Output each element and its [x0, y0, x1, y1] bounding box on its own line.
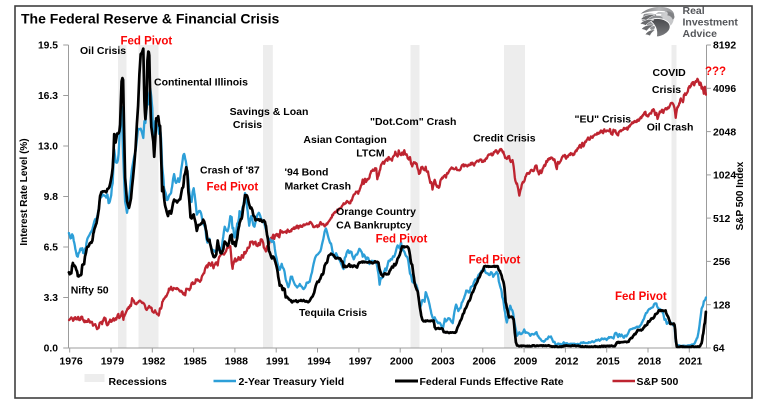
svg-text:1985: 1985: [183, 356, 207, 368]
svg-text:Crisis: Crisis: [652, 84, 681, 96]
svg-text:64: 64: [713, 344, 725, 355]
svg-text:LTCM: LTCM: [356, 148, 385, 160]
svg-text:Fed Pivot: Fed Pivot: [207, 182, 259, 194]
svg-text:1979: 1979: [101, 356, 125, 368]
svg-text:9.8: 9.8: [44, 192, 59, 203]
svg-text:Savings & Loan: Savings & Loan: [230, 106, 309, 118]
svg-text:1982: 1982: [142, 356, 166, 368]
svg-text:Nifty 50: Nifty 50: [71, 285, 109, 297]
svg-text:'94 Bond: '94 Bond: [285, 166, 329, 178]
svg-text:???: ???: [705, 66, 726, 78]
svg-text:3.3: 3.3: [44, 293, 59, 304]
svg-text:Asian Contagion: Asian Contagion: [303, 134, 386, 146]
svg-text:Crisis: Crisis: [233, 119, 262, 131]
svg-text:Fed Pivot: Fed Pivot: [615, 291, 667, 303]
svg-text:The Federal Reserve & Financia: The Federal Reserve & Financial Crisis: [21, 11, 280, 27]
svg-text:Credit Crisis: Credit Crisis: [473, 133, 536, 145]
svg-text:Investment: Investment: [683, 16, 739, 28]
svg-text:2000: 2000: [390, 356, 414, 368]
svg-text:Crash of '87: Crash of '87: [200, 165, 260, 177]
svg-text:Oil Crisis: Oil Crisis: [80, 45, 126, 57]
svg-text:"Dot.Com" Crash: "Dot.Com" Crash: [370, 116, 456, 128]
svg-text:Interest Rate Level (%): Interest Rate Level (%): [19, 138, 30, 245]
svg-text:Fed Pivot: Fed Pivot: [376, 234, 428, 246]
svg-text:Fed Pivot: Fed Pivot: [121, 36, 173, 48]
svg-text:2009: 2009: [514, 356, 538, 368]
svg-text:S&P 500 Index: S&P 500 Index: [735, 161, 746, 230]
svg-text:Market Crash: Market Crash: [285, 181, 352, 193]
svg-text:2006: 2006: [473, 356, 497, 368]
svg-text:1997: 1997: [349, 356, 373, 368]
svg-text:128: 128: [713, 300, 731, 311]
svg-text:1976: 1976: [59, 356, 83, 368]
svg-text:4096: 4096: [713, 84, 736, 95]
svg-text:1994: 1994: [307, 356, 331, 368]
svg-text:Real: Real: [683, 5, 705, 17]
svg-text:COVID: COVID: [653, 67, 687, 79]
svg-text:6.5: 6.5: [44, 243, 59, 254]
svg-text:13.0: 13.0: [38, 142, 58, 153]
svg-text:256: 256: [713, 257, 731, 268]
svg-text:Recessions: Recessions: [109, 376, 168, 388]
svg-text:S&P 500: S&P 500: [637, 376, 679, 388]
svg-text:Advice: Advice: [683, 28, 718, 40]
svg-text:Tequila Crisis: Tequila Crisis: [299, 307, 367, 319]
svg-text:8192: 8192: [713, 41, 736, 52]
svg-text:2012: 2012: [555, 356, 579, 368]
svg-text:1991: 1991: [266, 356, 290, 368]
svg-text:2003: 2003: [431, 356, 455, 368]
svg-text:1988: 1988: [225, 356, 249, 368]
svg-text:CA Bankruptcy: CA Bankruptcy: [336, 219, 412, 231]
svg-text:1024: 1024: [713, 171, 736, 182]
svg-text:2015: 2015: [596, 356, 620, 368]
svg-text:Federal Funds Effective Rate: Federal Funds Effective Rate: [420, 376, 564, 388]
svg-text:Oil Crash: Oil Crash: [647, 122, 694, 134]
svg-text:2-Year Treasury Yield: 2-Year Treasury Yield: [239, 376, 345, 388]
svg-text:Continental Illinois: Continental Illinois: [154, 76, 248, 88]
svg-text:Orange Country: Orange Country: [336, 206, 416, 218]
svg-text:"EU" Crisis: "EU" Crisis: [575, 114, 632, 126]
svg-text:2021: 2021: [679, 356, 703, 368]
svg-text:512: 512: [713, 214, 731, 225]
svg-text:0.0: 0.0: [44, 344, 59, 355]
svg-text:Fed Pivot: Fed Pivot: [469, 255, 521, 267]
svg-text:16.3: 16.3: [38, 91, 58, 102]
svg-text:19.5: 19.5: [38, 41, 58, 52]
svg-text:2018: 2018: [638, 356, 662, 368]
svg-text:2048: 2048: [713, 127, 736, 138]
